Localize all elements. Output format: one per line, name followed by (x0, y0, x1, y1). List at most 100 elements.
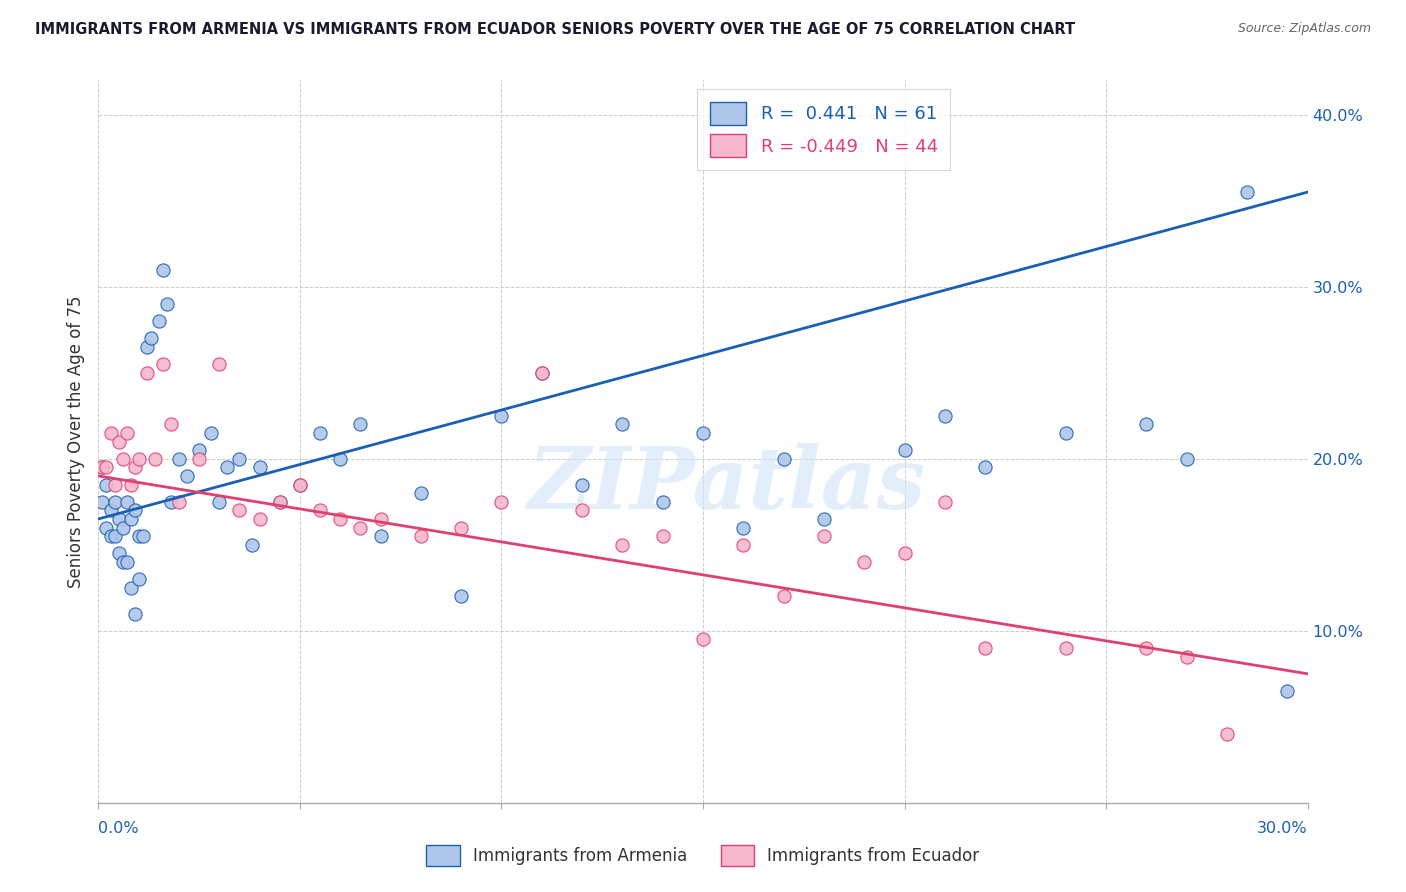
Point (370, 529, 392, 543)
Point (1236, 185, 1258, 199)
Point (107, 512, 129, 526)
Point (893, 546, 915, 560)
Text: IMMIGRANTS FROM ARMENIA VS IMMIGRANTS FROM ECUADOR SENIORS POVERTY OVER THE AGE : IMMIGRANTS FROM ARMENIA VS IMMIGRANTS FR… (35, 22, 1076, 37)
Point (103, 494, 125, 508)
Point (115, 494, 138, 508)
Point (135, 340, 157, 354)
Point (1135, 640, 1157, 655)
Point (1175, 451, 1198, 466)
Point (91, 494, 114, 508)
Point (409, 486, 432, 500)
Point (217, 460, 239, 475)
Point (115, 425, 138, 440)
Point (167, 451, 190, 466)
Point (450, 590, 472, 604)
Point (309, 425, 332, 440)
Point (128, 572, 150, 586)
Point (124, 607, 146, 621)
Point (571, 503, 593, 517)
Point (309, 503, 332, 517)
Point (530, 366, 553, 380)
Point (571, 477, 593, 491)
Point (249, 512, 271, 526)
Point (107, 546, 129, 560)
Point (491, 494, 513, 508)
Point (934, 494, 956, 508)
Point (228, 503, 250, 517)
Point (128, 451, 150, 466)
Point (249, 460, 271, 475)
Text: 30.0%: 30.0% (1257, 822, 1308, 837)
Point (91, 460, 114, 475)
Point (148, 314, 170, 328)
Point (813, 512, 835, 526)
Point (240, 538, 263, 552)
Point (111, 520, 134, 534)
Point (329, 451, 352, 466)
Text: ZIPatlas: ZIPatlas (529, 443, 927, 526)
Point (96, 477, 118, 491)
Point (530, 366, 553, 380)
Point (111, 451, 134, 466)
Point (329, 512, 352, 526)
Point (733, 520, 755, 534)
Point (853, 555, 876, 569)
Point (100, 425, 122, 440)
Point (139, 331, 162, 345)
Point (103, 477, 125, 491)
Point (124, 503, 146, 517)
Point (409, 529, 432, 543)
Point (288, 477, 311, 491)
Point (103, 529, 125, 543)
Point (370, 512, 392, 526)
Point (772, 451, 794, 466)
Point (1135, 417, 1157, 432)
Point (100, 529, 122, 543)
Point (450, 520, 472, 534)
Point (733, 538, 755, 552)
Point (651, 494, 673, 508)
Point (651, 529, 673, 543)
Point (91, 460, 114, 475)
Point (269, 494, 291, 508)
Legend: R =  0.441   N = 61, R = -0.449   N = 44: R = 0.441 N = 61, R = -0.449 N = 44 (697, 89, 950, 170)
Point (612, 538, 634, 552)
Point (612, 417, 634, 432)
Point (200, 425, 222, 440)
Point (156, 297, 179, 311)
Point (120, 581, 142, 595)
Point (934, 409, 956, 423)
Point (96, 460, 118, 475)
Point (120, 512, 142, 526)
Point (160, 417, 183, 432)
Point (107, 434, 129, 449)
Point (349, 417, 371, 432)
Point (1216, 727, 1239, 741)
Point (288, 477, 311, 491)
Point (208, 494, 231, 508)
Text: Source: ZipAtlas.com: Source: ZipAtlas.com (1237, 22, 1371, 36)
Point (1054, 640, 1077, 655)
Point (1175, 649, 1198, 664)
Point (188, 451, 211, 466)
Point (115, 555, 138, 569)
Point (176, 469, 198, 483)
Text: 0.0%: 0.0% (98, 822, 139, 837)
Point (974, 640, 997, 655)
Point (132, 529, 155, 543)
Point (974, 460, 997, 475)
Point (128, 529, 150, 543)
Point (1054, 425, 1077, 440)
Point (167, 494, 190, 508)
Point (96, 520, 118, 534)
Point (208, 357, 231, 371)
Point (120, 477, 142, 491)
Legend: Immigrants from Armenia, Immigrants from Ecuador: Immigrants from Armenia, Immigrants from… (420, 838, 986, 873)
Point (772, 590, 794, 604)
Point (692, 425, 714, 440)
Point (152, 357, 174, 371)
Point (135, 366, 157, 380)
Point (491, 409, 513, 423)
Point (1277, 684, 1299, 698)
Point (228, 451, 250, 466)
